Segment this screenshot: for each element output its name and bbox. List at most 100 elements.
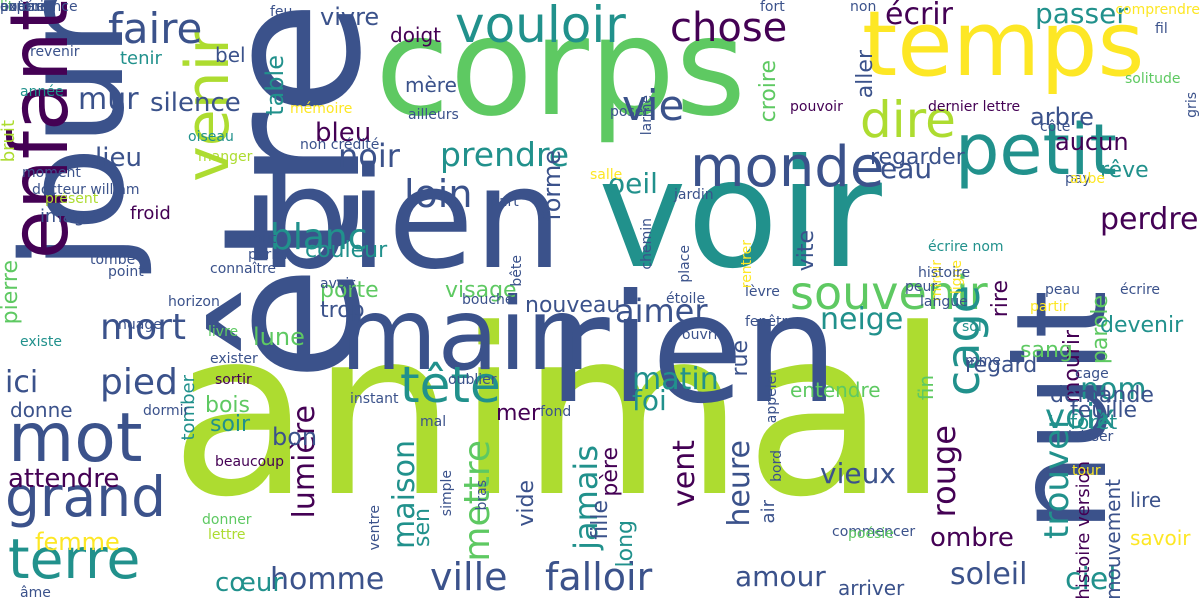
word-poesie: poésie xyxy=(848,526,894,542)
word-moment: moment xyxy=(22,165,81,181)
word-mur: mur xyxy=(78,82,139,117)
word-temps: temps xyxy=(862,0,1145,97)
word-lit: lit xyxy=(0,0,14,15)
word-tete: tête xyxy=(400,356,501,414)
word-vent: vent xyxy=(667,440,702,507)
word-mere: mère xyxy=(405,73,457,97)
word-bon: bon xyxy=(272,423,318,451)
word-amour: amour xyxy=(735,560,826,593)
word-foret: forêt xyxy=(1070,410,1118,434)
word-histoire: histoire xyxy=(918,265,971,281)
word-contre: contre xyxy=(0,0,45,15)
word-sen: sen xyxy=(410,508,435,547)
word-feuille: feuille xyxy=(1070,398,1138,423)
word-gris: gris xyxy=(1184,92,1200,118)
word-pay: pay xyxy=(1065,171,1091,187)
word-place: place xyxy=(677,245,693,283)
word-oublier: oublier xyxy=(448,372,497,388)
word-feu: feu xyxy=(270,4,293,20)
word-present: présent xyxy=(45,191,99,207)
word-sortir: sortir xyxy=(215,372,252,388)
word-arbre: arbre xyxy=(1030,103,1094,131)
word-loin: loin xyxy=(404,172,473,216)
word-ventre: ventre xyxy=(367,505,383,551)
word-autour: autour xyxy=(0,0,47,15)
word-pierre: pierre xyxy=(0,260,23,325)
word-bois: bois xyxy=(205,393,250,418)
word-bras: bras xyxy=(474,480,490,511)
word-jardin: jardin xyxy=(674,187,714,203)
word-fort: fort xyxy=(760,0,785,15)
word-non-credite: non crédité xyxy=(300,137,380,153)
word-nouveau: nouveau xyxy=(525,293,621,318)
word-sang: sang xyxy=(1020,338,1073,363)
word-pied: pied xyxy=(100,362,178,403)
word-donne: donne xyxy=(10,398,73,422)
word-rien: rien xyxy=(548,263,839,437)
word-mer: mer xyxy=(496,401,541,426)
word-ailleurs: ailleurs xyxy=(408,107,459,123)
word-couleur: couleur xyxy=(305,238,388,263)
word-porte: porte xyxy=(320,278,379,303)
word-fond: fond xyxy=(540,404,572,420)
word-froid: froid xyxy=(130,203,171,224)
word-ecrir: écrir xyxy=(885,0,953,32)
word-fenetre: fenêtre xyxy=(745,314,796,330)
word-ville: ville xyxy=(430,555,508,599)
word-image: image xyxy=(40,206,97,227)
word-ecrire: écrire xyxy=(1120,282,1161,298)
word-heure: heure xyxy=(722,440,757,527)
word-vie: vie xyxy=(622,81,685,130)
word-trop: trop xyxy=(320,298,365,323)
word-rentrer: rentrer xyxy=(739,240,755,289)
word-souvenir: souvenir xyxy=(790,266,988,320)
word-neige: neige xyxy=(820,302,904,337)
word-voix: voix xyxy=(1045,397,1116,437)
word-simple: simple xyxy=(439,470,455,517)
word-table: table xyxy=(261,55,289,116)
word-homme: homme xyxy=(270,562,385,597)
word-petit: petit xyxy=(955,109,1117,191)
word-lire: lire xyxy=(1130,488,1162,512)
word-poeme: poème xyxy=(0,0,49,15)
word-cote: côté xyxy=(1040,119,1071,135)
word-chose: chose xyxy=(670,5,788,51)
word-vouloir: vouloir xyxy=(455,0,626,54)
word-croire: croire xyxy=(756,60,781,123)
word-long: long xyxy=(613,520,638,568)
word-arriver: arriver xyxy=(838,576,905,600)
word-fin: fin xyxy=(914,375,938,401)
word-ombre: ombre xyxy=(930,523,1014,553)
word-solitude: solitude xyxy=(1125,71,1181,87)
word-lettre: lettre xyxy=(208,527,246,543)
word-beaucoup: beaucoup xyxy=(215,454,284,470)
word-dernier-lettre: dernier lettre xyxy=(928,99,1021,115)
word-blanc: blanc xyxy=(270,217,368,258)
word-visage: visage xyxy=(445,278,517,303)
word-chemin: chemin xyxy=(639,218,655,270)
word-lieu: lieu xyxy=(95,143,142,173)
word-tour: tour xyxy=(1072,463,1101,479)
word-passer: passer xyxy=(1035,0,1128,30)
word-dire: dire xyxy=(860,91,956,149)
word-entendre: entendre xyxy=(790,378,881,402)
word-cage: cage xyxy=(1075,366,1109,382)
word-attendre: attendre xyxy=(8,464,120,494)
word-vieux: vieux xyxy=(820,457,896,490)
word-matin: matin xyxy=(632,362,719,397)
word-dormir: dormir xyxy=(143,403,190,419)
word-revenir: revenir xyxy=(30,44,80,60)
word-experience: expérience xyxy=(0,0,78,15)
word-langue: langue xyxy=(920,294,968,310)
word-prendre: prendre xyxy=(440,135,570,174)
word-rire: rire xyxy=(988,280,1013,318)
word-lune: lune xyxy=(253,323,305,351)
word-air: air xyxy=(758,500,779,524)
word-pouvoir: pouvoir xyxy=(790,99,843,115)
word-coeur: cœur xyxy=(215,568,284,598)
word-animal: animal xyxy=(170,281,950,548)
word-poser: poser xyxy=(610,104,650,120)
word-reve: rêve xyxy=(1100,158,1149,183)
word-aube: aube xyxy=(1070,171,1105,187)
